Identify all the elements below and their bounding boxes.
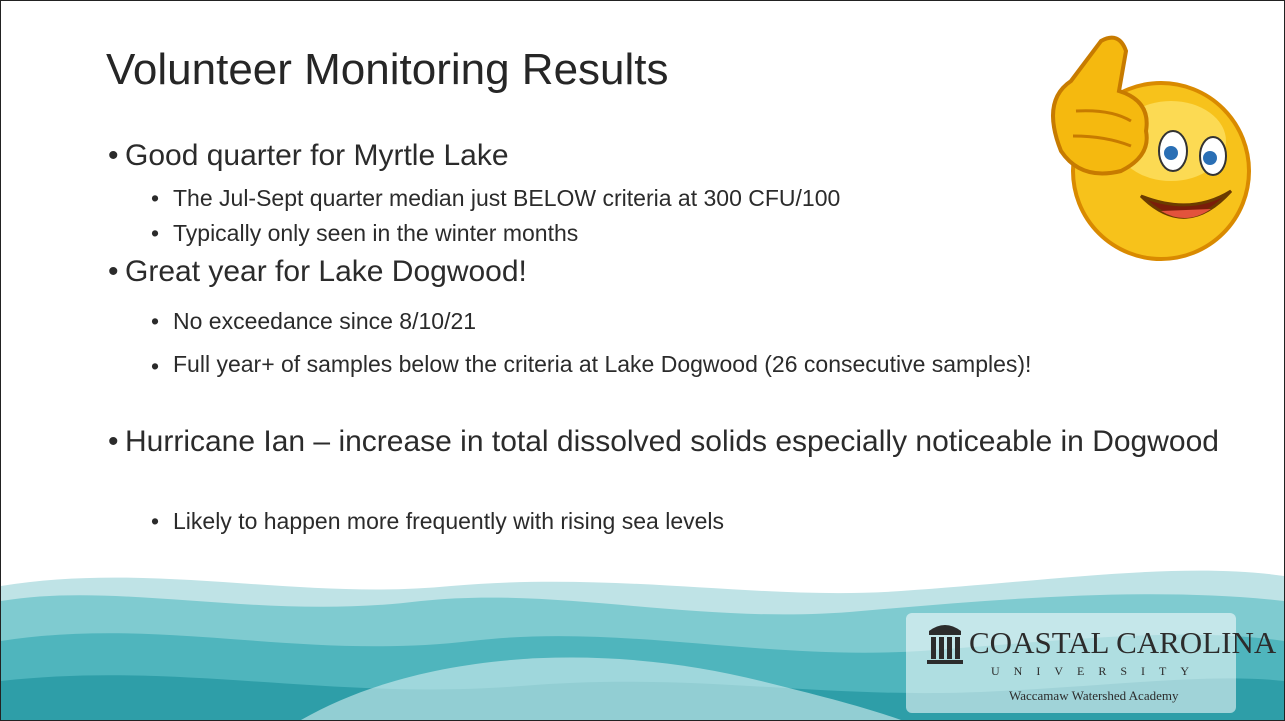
- sub-bullet-text: Typically only seen in the winter months: [173, 220, 578, 247]
- logo-subtitle: UNIVERSITY: [991, 664, 1203, 679]
- sub-bullet-text: Full year+ of samples below the criteria…: [173, 353, 1163, 375]
- bullet-text: Hurricane Ian – increase in total dissol…: [125, 425, 1235, 459]
- bullet: •: [108, 255, 119, 289]
- bullet: •: [151, 220, 159, 247]
- bullet: •: [151, 185, 159, 212]
- sub-bullet-text: The Jul-Sept quarter median just BELOW c…: [173, 185, 840, 212]
- slide-title: Volunteer Monitoring Results: [106, 45, 669, 95]
- bullet: •: [151, 508, 159, 535]
- bullet: •: [108, 139, 119, 173]
- bullet: •: [151, 353, 159, 380]
- sub-bullet-text: No exceedance since 8/10/21: [173, 308, 476, 335]
- logo-tagline: Waccamaw Watershed Academy: [1009, 688, 1178, 704]
- thumbs-up-emoji: [1053, 38, 1249, 259]
- logo-name: COASTAL CAROLINA: [969, 625, 1276, 661]
- bullet-text: Great year for Lake Dogwood!: [125, 255, 527, 289]
- slide: Volunteer Monitoring Results • Good quar…: [0, 0, 1285, 721]
- bullet: •: [151, 308, 159, 335]
- bullet-text: Good quarter for Myrtle Lake: [125, 139, 509, 173]
- bullet: •: [108, 425, 119, 459]
- sub-bullet-text: Likely to happen more frequently with ri…: [173, 508, 724, 535]
